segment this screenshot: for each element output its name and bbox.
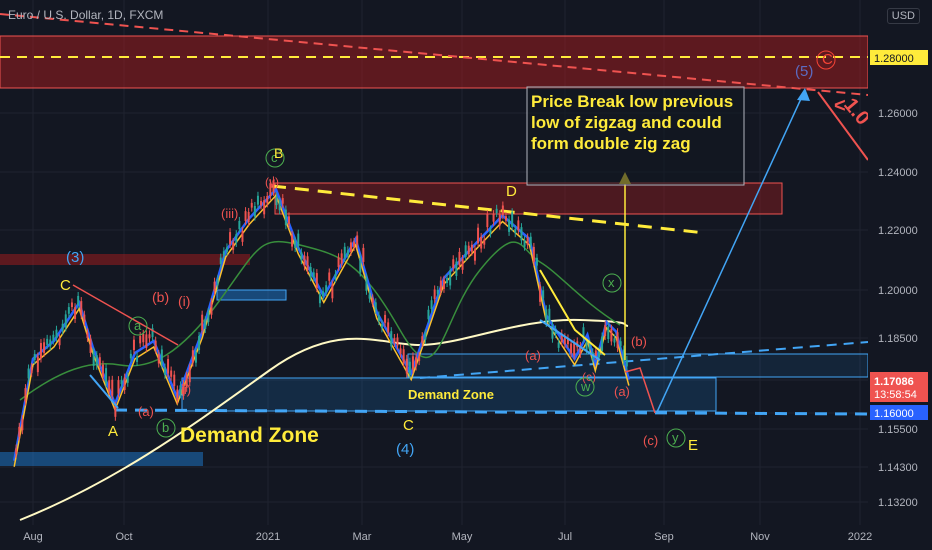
time-tick-label: Oct bbox=[115, 531, 132, 543]
time-tick-label: 2021 bbox=[256, 531, 280, 543]
zigzag-blue-descent bbox=[539, 319, 601, 361]
wave-label: (5) bbox=[795, 63, 813, 80]
supply-box-d bbox=[274, 182, 783, 215]
time-tick-label: Mar bbox=[353, 531, 372, 543]
price-tick-label: 1.18500 bbox=[878, 333, 918, 345]
wave-label: (3) bbox=[66, 249, 84, 266]
wave-label: B bbox=[274, 145, 283, 161]
wave-label: b bbox=[162, 420, 169, 435]
currency-button[interactable]: USD bbox=[886, 8, 920, 24]
time-tick-label: Jul bbox=[558, 531, 572, 543]
note-box-frame bbox=[526, 86, 745, 186]
price-line bbox=[12, 187, 631, 461]
zone-small-blue bbox=[216, 289, 287, 301]
symbol-title[interactable]: Euro / U.S. Dollar, 1D, FXCM bbox=[8, 8, 164, 22]
wave-label: (a) bbox=[614, 384, 630, 399]
ma-green-line bbox=[19, 240, 621, 401]
wave-label: (b) bbox=[631, 334, 647, 349]
wave-label: C bbox=[403, 417, 414, 434]
wave-label: (y) bbox=[265, 175, 279, 189]
line-c-red bbox=[72, 284, 179, 346]
ema-yellow-line bbox=[13, 194, 630, 467]
wave-label: (iii) bbox=[221, 206, 238, 221]
wave-label: C bbox=[60, 277, 71, 294]
wave-labels: (3) C (b) (i) a (a) ii) A b (iii) cB (y) C (4) Dx (a) (c… bbox=[60, 50, 836, 458]
trendline-red-dashed bbox=[0, 13, 869, 96]
demand-zone-small-label: Demand Zone bbox=[408, 387, 494, 402]
price-tick-label: 1.24000 bbox=[878, 167, 918, 179]
wave-label-circle bbox=[816, 50, 836, 70]
wave-label: c bbox=[271, 150, 278, 165]
demand-zone-large-label: Demand Zone bbox=[180, 424, 319, 447]
price-tick-label: 1.15500 bbox=[878, 424, 918, 436]
time-axis-ticks: Aug Oct 2021 Mar May Jul Sep Nov 2022 bbox=[23, 531, 872, 543]
price-tick-label: 1.22000 bbox=[878, 225, 918, 237]
candles bbox=[15, 176, 628, 458]
price-tick-label: 1.20000 bbox=[878, 285, 918, 297]
level-lower-tag-bg bbox=[870, 405, 928, 420]
price-axis bbox=[868, 0, 932, 550]
zone-left-blue bbox=[0, 452, 203, 466]
wave-label-circle bbox=[602, 273, 622, 293]
wave-label: (4) bbox=[396, 441, 414, 458]
level-lower-tag: 1.16000 bbox=[874, 408, 914, 420]
price-tick-label: 1.14300 bbox=[878, 462, 918, 474]
wave-label-circle bbox=[265, 148, 285, 168]
wave-label-circle bbox=[128, 316, 148, 336]
wave-label: (c) bbox=[643, 433, 658, 448]
current-price-tag: 1.17086 bbox=[874, 376, 914, 388]
wave-label: C bbox=[822, 51, 833, 68]
wave-label: (b) bbox=[152, 289, 169, 305]
zigzag-red bbox=[624, 367, 656, 414]
time-tick-label: Aug bbox=[23, 531, 43, 543]
price-tick-label: 1.13200 bbox=[878, 497, 918, 509]
wave-label: (c) bbox=[582, 370, 596, 384]
arrowhead-blue bbox=[797, 88, 810, 101]
wave-label: (i) bbox=[178, 293, 190, 309]
demand-zone-box bbox=[181, 377, 717, 412]
price-tick-label: 1.26000 bbox=[878, 108, 918, 120]
trendline-red-solid bbox=[817, 91, 869, 161]
note-box-text: Price Break low previous low of zigzag a… bbox=[531, 92, 734, 153]
wave-label: E bbox=[688, 437, 698, 454]
line-a-blue bbox=[89, 374, 119, 409]
time-tick-label: May bbox=[452, 531, 473, 543]
level-upper-tag: 1.28000 bbox=[874, 53, 914, 65]
support-line-dashed bbox=[114, 408, 869, 416]
wave-label: ii) bbox=[181, 382, 191, 397]
wave-label-circle bbox=[666, 428, 686, 448]
wave-label: (a) bbox=[138, 404, 154, 419]
time-tick-label: Nov bbox=[750, 531, 770, 543]
fib-ratio-arrow: < bbox=[834, 95, 846, 117]
zigzag-yellow-descent bbox=[539, 269, 606, 356]
resistance-zone-top bbox=[0, 35, 869, 89]
time-tick-label: Sep bbox=[654, 531, 674, 543]
time-tick-label: 2022 bbox=[848, 531, 872, 543]
level-upper-tag-bg bbox=[870, 50, 928, 65]
wave-label: y bbox=[672, 430, 679, 445]
price-axis-ticks: 1.13200 1.14300 1.15500 1.18500 1.20000 1.220… bbox=[878, 108, 918, 509]
wave-label: x bbox=[608, 275, 615, 290]
wave-label: w bbox=[580, 379, 591, 394]
zone-left-red bbox=[0, 254, 250, 265]
countdown-tag: 13:58:54 bbox=[874, 389, 917, 401]
wave-label-circle bbox=[156, 418, 176, 438]
wave-label: A bbox=[108, 423, 118, 440]
trendline-yellow-dashed bbox=[271, 184, 706, 235]
trendline-blue-dashed bbox=[419, 341, 869, 379]
wave-label: (a) bbox=[525, 348, 541, 363]
wave-label: a bbox=[134, 318, 142, 333]
current-price-tag-bg bbox=[870, 372, 928, 402]
projection-arrow-blue bbox=[656, 89, 806, 413]
wave-label: D bbox=[506, 183, 517, 200]
wave-label-circle bbox=[575, 377, 595, 397]
